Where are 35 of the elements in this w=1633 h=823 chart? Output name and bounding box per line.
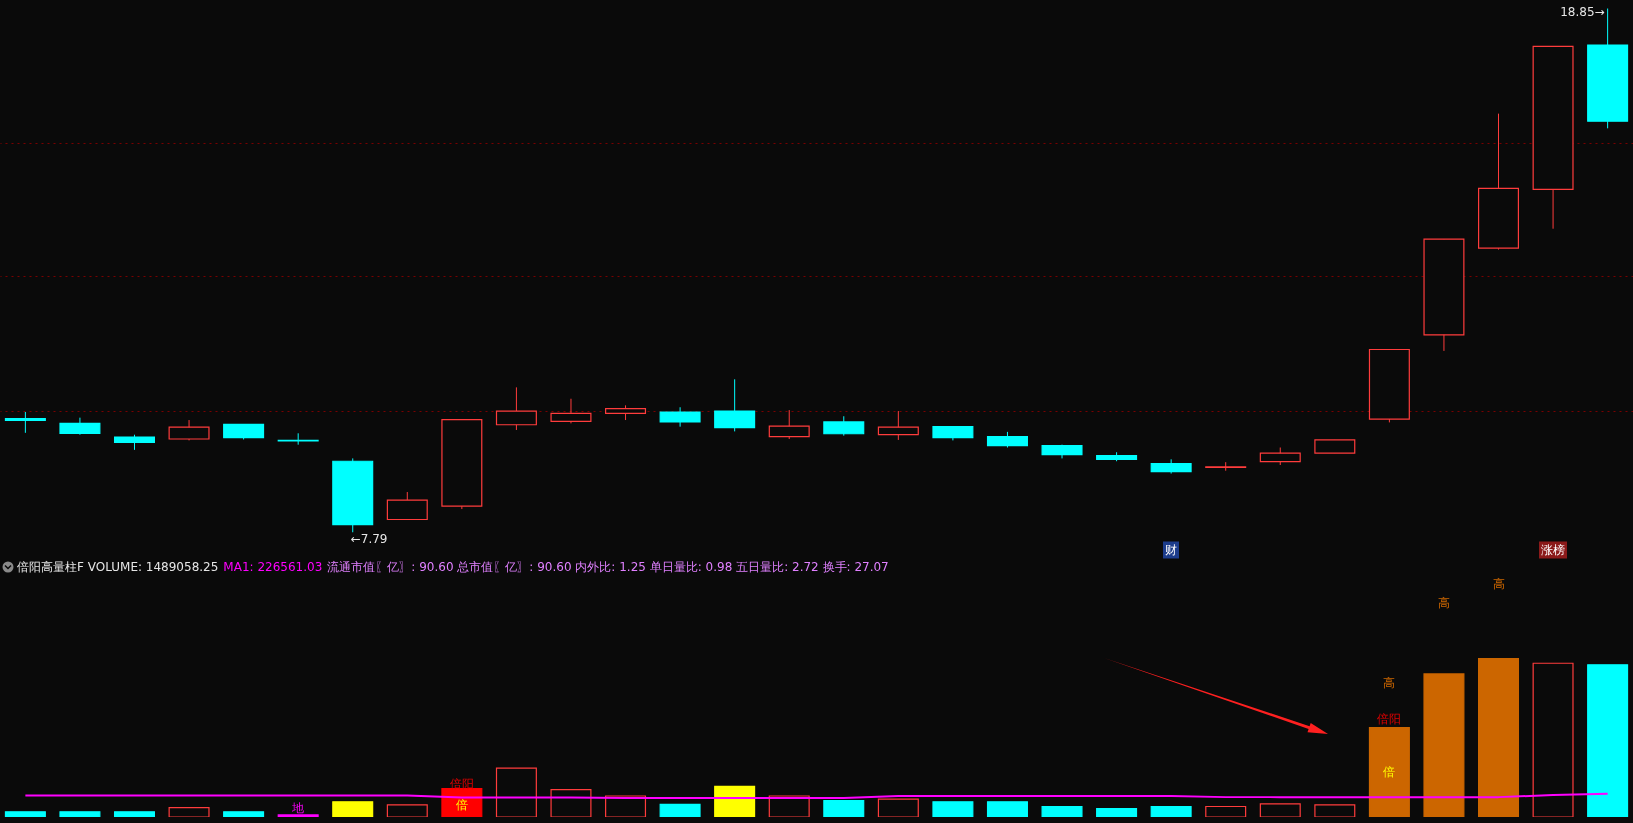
annotation: 18.85→	[1560, 4, 1605, 19]
annotation: 高	[1383, 674, 1396, 692]
bar	[659, 803, 701, 817]
annotation: ←7.79	[350, 532, 388, 547]
bar	[1150, 805, 1192, 817]
text: MA1: 226561.03	[223, 560, 323, 574]
candlestick	[277, 432, 319, 446]
bar	[223, 811, 265, 817]
bar	[332, 801, 374, 817]
bar	[1477, 658, 1520, 817]
text: 高	[1437, 594, 1450, 612]
bar	[1368, 727, 1410, 817]
bar	[1041, 805, 1083, 817]
annotation: 地	[292, 799, 305, 817]
annotation: 财	[1163, 541, 1180, 559]
annotation: 倍阳	[1377, 710, 1402, 728]
annotation: 倍	[455, 796, 468, 814]
bar	[932, 801, 974, 817]
bar	[4, 811, 46, 817]
bar	[1587, 664, 1629, 817]
bar	[823, 800, 865, 817]
bar	[1423, 673, 1465, 817]
bar	[277, 814, 319, 817]
text: 高	[1492, 575, 1505, 593]
bar	[986, 801, 1028, 817]
chart-subtitle: 流通市值〖亿〗: 90.60 总市值〖亿〗: 90.60 内外比: 1.25 单日量比: 0.98 五日量比: 2.72 换手: 27.07	[327, 560, 889, 574]
annotation: 倍阳	[449, 775, 474, 793]
bar	[714, 785, 756, 817]
annotation: 倍	[1383, 763, 1396, 781]
bar	[1096, 807, 1138, 817]
candlestick	[4, 411, 46, 434]
bar	[113, 811, 156, 817]
annotation: 涨榜	[1539, 541, 1568, 559]
chart-title: 倍阳高量柱F VOLUME: 1489058.25	[17, 560, 219, 574]
bar	[59, 811, 101, 817]
